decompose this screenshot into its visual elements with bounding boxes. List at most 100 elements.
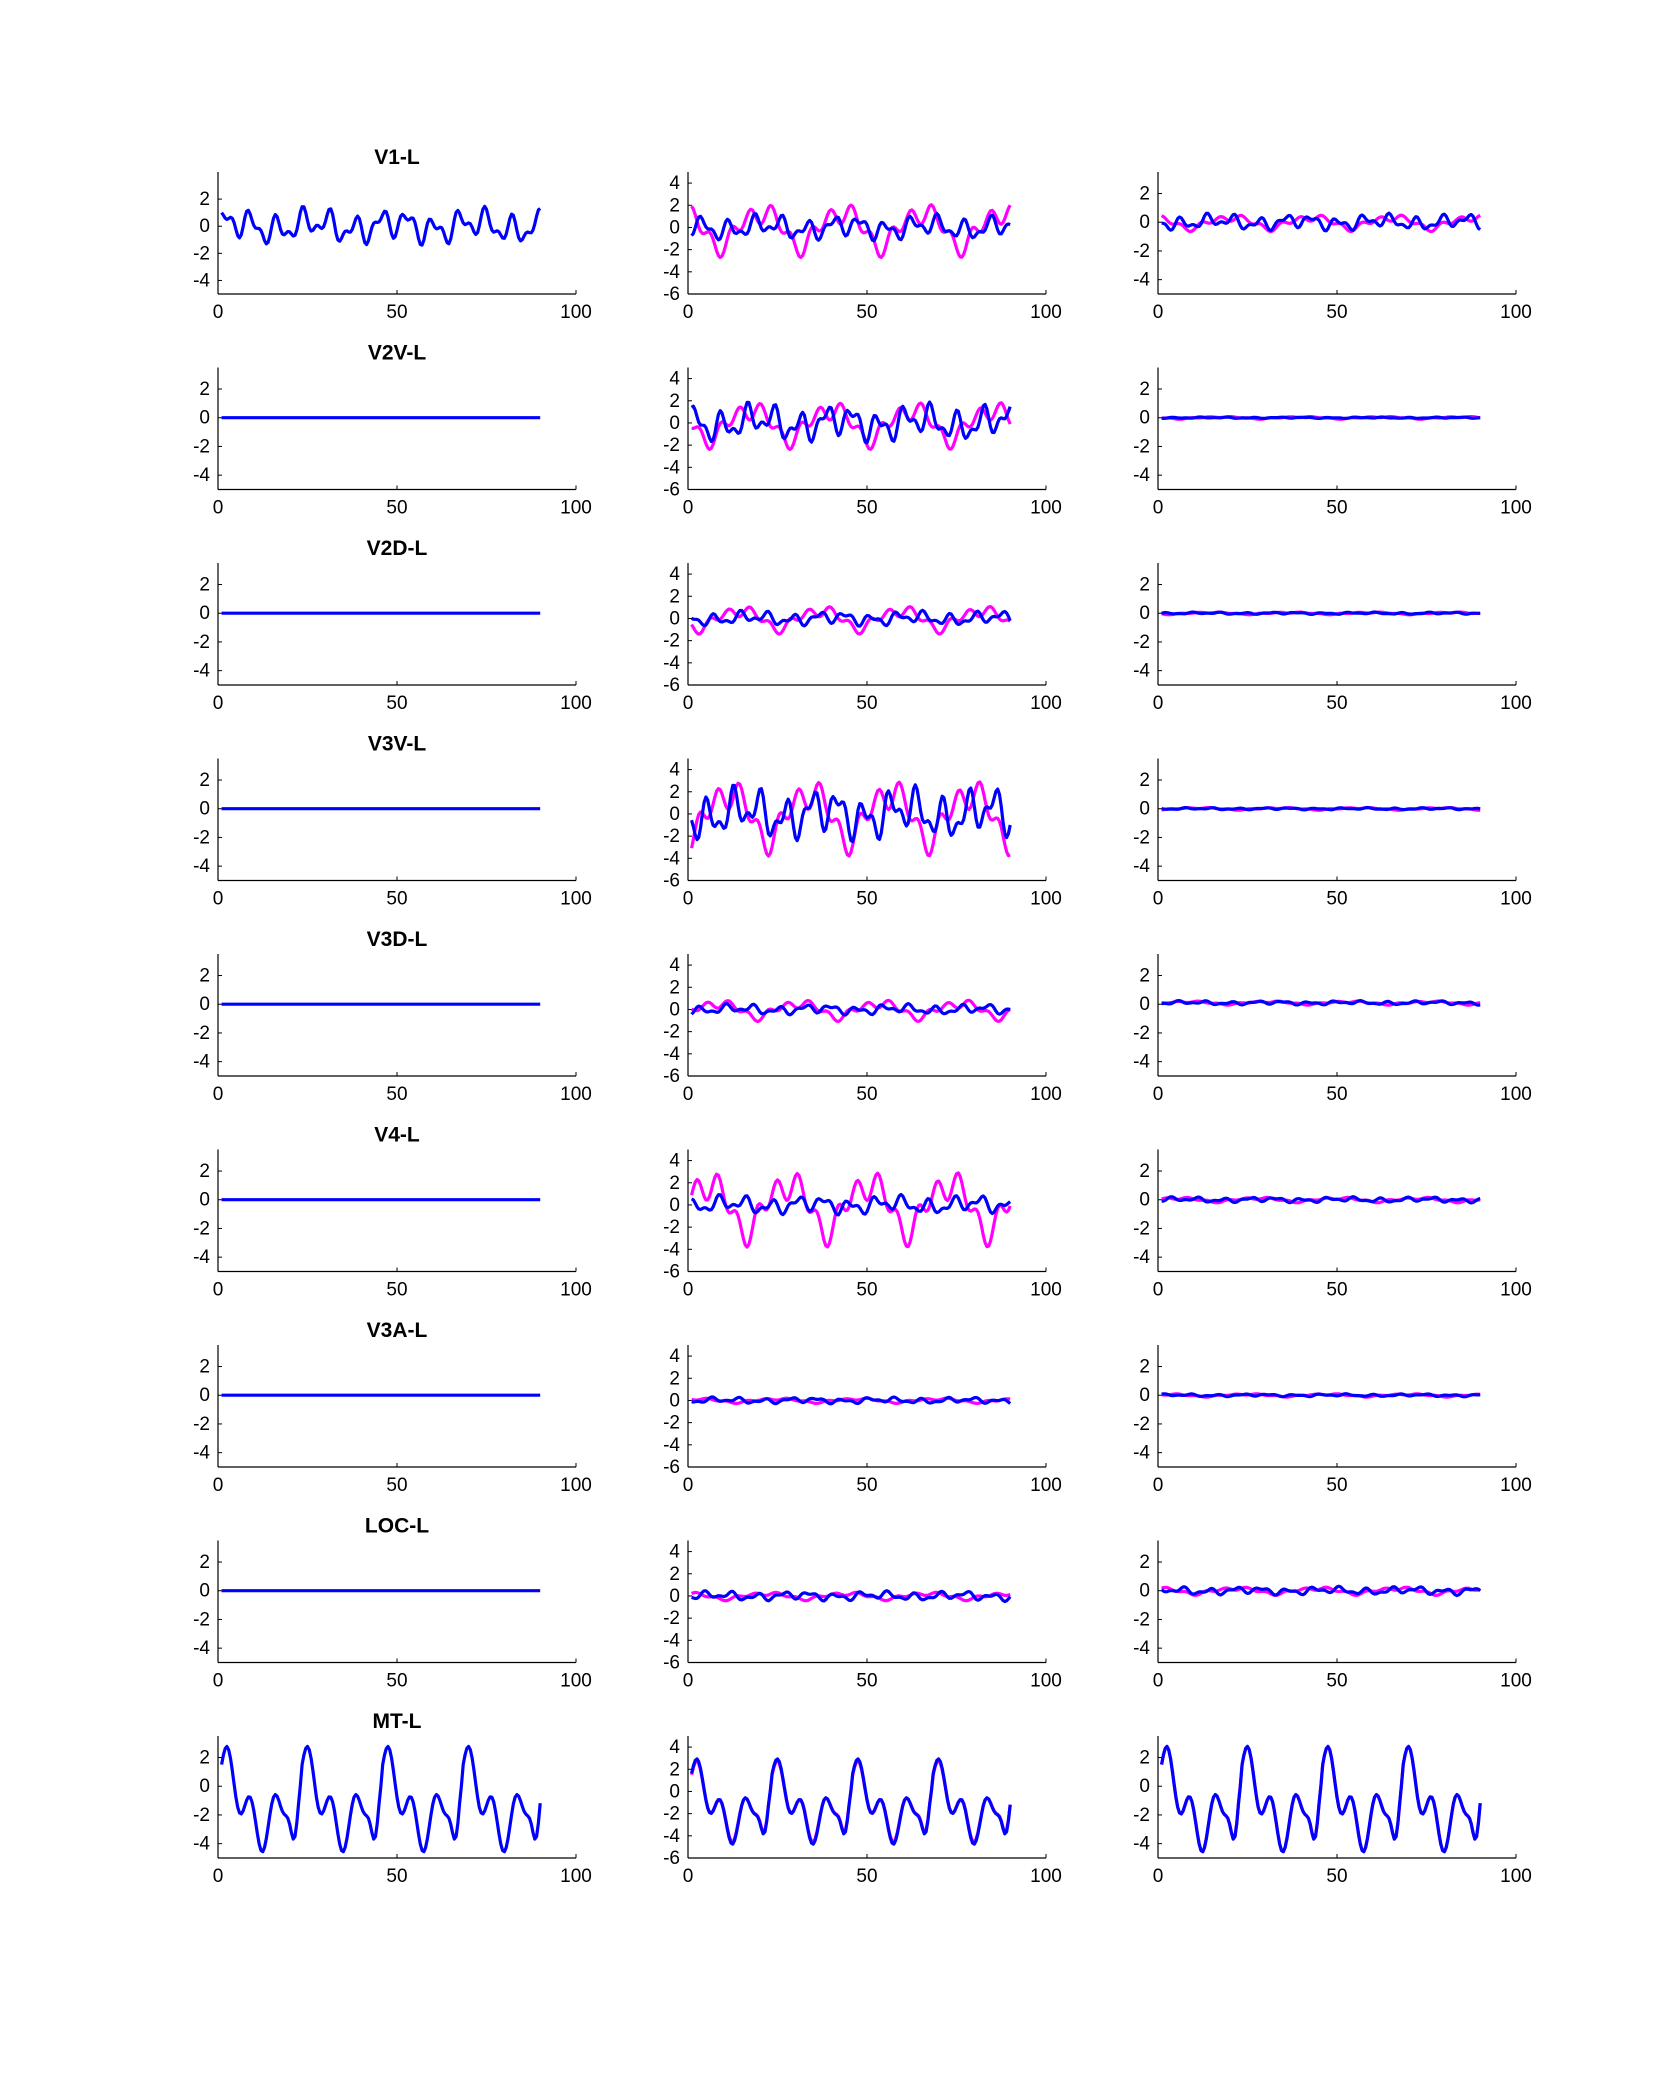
y-tick-label: 2 <box>1139 1161 1150 1182</box>
y-tick-label: 4 <box>669 369 680 390</box>
y-tick-label: 0 <box>199 603 210 624</box>
y-tick-label: 2 <box>669 1759 680 1780</box>
y-tick-label: 0 <box>669 1586 680 1607</box>
x-tick-label: 50 <box>386 693 407 714</box>
panel-r2-c1: 0 50 100 -4 -2 0 2 V2V-L <box>193 342 592 519</box>
series-magenta-line <box>690 1171 1012 1249</box>
series-blue-line <box>220 204 542 247</box>
y-tick-label: -4 <box>193 270 210 291</box>
x-tick-label: 100 <box>1500 889 1532 910</box>
x-tick-label: 0 <box>683 302 694 323</box>
panel-title: V3D-L <box>367 928 428 951</box>
y-tick-label: -2 <box>663 435 680 456</box>
series-blue-line <box>691 1589 1012 1604</box>
panel-r2-c3: 0 50 100 -4 -2 0 2 <box>1133 367 1532 519</box>
y-tick-label: -2 <box>193 827 210 848</box>
x-tick-label: 100 <box>560 693 592 714</box>
panel-r3-c3: 0 50 100 -4 -2 0 2 <box>1133 563 1532 714</box>
y-tick-label: -2 <box>663 240 680 261</box>
y-tick-label: 2 <box>199 379 210 400</box>
y-tick-label: 4 <box>669 564 680 585</box>
y-tick-label: -2 <box>193 1609 210 1630</box>
y-tick-label: -2 <box>1133 1218 1150 1239</box>
x-tick-label: 100 <box>560 498 592 519</box>
x-tick-label: 100 <box>1500 1084 1532 1105</box>
y-tick-label: 2 <box>199 1357 210 1378</box>
x-tick-label: 50 <box>856 1671 877 1692</box>
series-blue-line <box>690 1001 1011 1017</box>
y-tick-label: 2 <box>199 1552 210 1573</box>
y-tick-label: 0 <box>669 217 680 238</box>
y-tick-label: -4 <box>663 1826 680 1847</box>
series-blue-line <box>690 1192 1012 1217</box>
y-tick-label: 4 <box>669 1151 680 1172</box>
x-tick-label: 0 <box>683 1280 694 1301</box>
x-tick-label: 100 <box>1030 498 1062 519</box>
y-tick-label: 0 <box>199 1385 210 1406</box>
y-tick-label: -2 <box>663 1217 680 1238</box>
y-tick-label: -6 <box>663 1262 680 1283</box>
y-tick-label: -4 <box>1133 661 1150 682</box>
panel-r5-c3: 0 50 100 -4 -2 0 2 <box>1133 954 1532 1105</box>
y-tick-label: -4 <box>193 1834 210 1855</box>
x-tick-label: 100 <box>560 1866 592 1887</box>
y-tick-label: 4 <box>669 173 680 194</box>
y-tick-label: -2 <box>1133 436 1150 457</box>
x-tick-label: 50 <box>1326 1866 1347 1887</box>
x-tick-label: 0 <box>213 1671 224 1692</box>
y-tick-label: 0 <box>1139 603 1150 624</box>
x-tick-label: 0 <box>683 693 694 714</box>
y-tick-label: 2 <box>1139 1357 1150 1378</box>
x-tick-label: 100 <box>1500 498 1532 519</box>
y-tick-label: 2 <box>1139 1552 1150 1573</box>
x-tick-label: 0 <box>1153 1084 1164 1105</box>
series-blue-line <box>690 400 1012 445</box>
y-tick-label: -2 <box>193 632 210 653</box>
x-tick-label: 0 <box>683 1866 694 1887</box>
y-tick-label: 0 <box>199 1190 210 1211</box>
y-tick-label: 0 <box>669 1195 680 1216</box>
y-tick-label: -2 <box>193 243 210 264</box>
y-tick-label: -4 <box>663 1239 680 1260</box>
y-tick-label: 2 <box>199 1748 210 1769</box>
y-tick-label: 0 <box>1139 1776 1150 1797</box>
x-tick-label: 100 <box>1500 302 1532 323</box>
y-tick-label: 0 <box>199 1581 210 1602</box>
y-tick-label: 0 <box>1139 1190 1150 1211</box>
y-tick-label: 2 <box>1139 379 1150 400</box>
y-tick-label: 2 <box>669 1368 680 1389</box>
x-tick-label: 50 <box>386 1866 407 1887</box>
y-tick-label: -4 <box>1133 1638 1150 1659</box>
y-tick-label: 0 <box>1139 1385 1150 1406</box>
y-tick-label: -4 <box>663 262 680 283</box>
y-tick-label: -2 <box>663 631 680 652</box>
series-blue-line <box>1161 610 1481 617</box>
x-tick-label: 100 <box>1500 1280 1532 1301</box>
panel-title: LOC-L <box>365 1515 429 1538</box>
panel-r3-c1: 0 50 100 -4 -2 0 2 V2D-L <box>193 537 592 714</box>
series-blue-line <box>690 783 1012 844</box>
y-tick-label: -4 <box>193 1052 210 1073</box>
x-tick-label: 50 <box>386 1671 407 1692</box>
x-tick-label: 0 <box>213 889 224 910</box>
y-tick-label: -2 <box>1133 241 1150 262</box>
y-tick-label: 0 <box>1139 1581 1150 1602</box>
y-tick-label: -2 <box>663 1608 680 1629</box>
y-tick-label: -4 <box>193 856 210 877</box>
y-tick-label: -2 <box>1133 827 1150 848</box>
x-tick-label: 100 <box>1500 1475 1532 1496</box>
y-tick-label: -4 <box>1133 1052 1150 1073</box>
x-tick-label: 0 <box>213 1866 224 1887</box>
series-blue-line <box>1161 415 1481 420</box>
series-magenta-line <box>690 203 1012 260</box>
x-tick-label: 50 <box>856 1866 877 1887</box>
panel-r4-c3: 0 50 100 -4 -2 0 2 <box>1133 758 1532 910</box>
x-tick-label: 50 <box>856 1280 877 1301</box>
y-tick-label: 2 <box>199 966 210 987</box>
